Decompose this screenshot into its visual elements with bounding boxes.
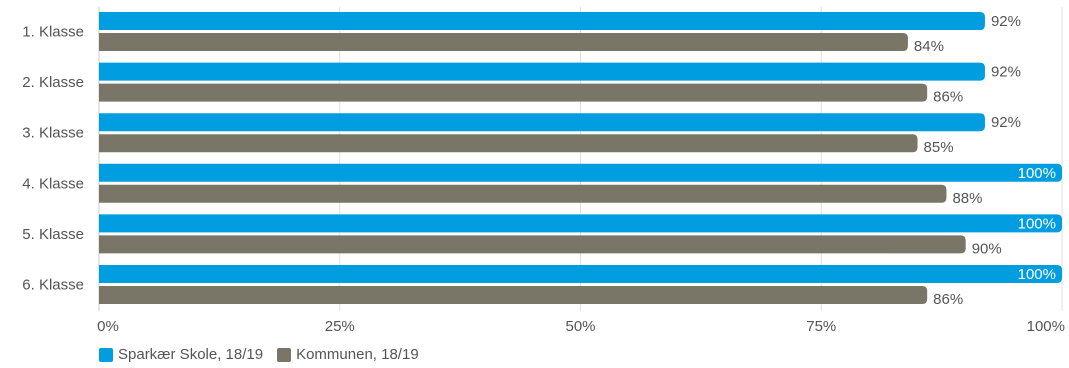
- category-label: 1. Klasse: [22, 24, 84, 41]
- bar-kommunen: [99, 235, 966, 254]
- x-tick-label: 50%: [565, 318, 595, 335]
- bar-kommunen: [99, 33, 908, 51]
- data-label: 90%: [972, 240, 1002, 257]
- bars: [99, 12, 1062, 304]
- category-label: 2. Klasse: [22, 74, 84, 91]
- data-label: 92%: [991, 64, 1021, 81]
- x-tick-label: 75%: [806, 318, 836, 335]
- bar-sparkaer: [99, 163, 1062, 182]
- bar-sparkaer: [99, 113, 985, 132]
- data-label: 100%: [1018, 165, 1056, 182]
- bar-sparkaer: [99, 214, 1062, 233]
- data-label: 86%: [933, 291, 963, 308]
- x-tick-label: 0%: [97, 318, 119, 335]
- grid-lines: [98, 7, 1063, 311]
- x-tick-label: 25%: [325, 318, 355, 335]
- labels: 0% 25% 50% 75% 100% 1. Klasse 92% 84% 2. Klasse 9…: [22, 13, 1065, 335]
- category-label: 4. Klasse: [22, 175, 84, 192]
- data-label: 86%: [933, 89, 963, 106]
- data-label: 100%: [1018, 266, 1056, 283]
- legend-item-kommunen[interactable]: Kommunen, 18/19: [277, 346, 419, 363]
- category-label: 5. Klasse: [22, 226, 84, 243]
- legend-item-sparkaer[interactable]: Sparkær Skole, 18/19: [99, 346, 263, 363]
- legend-label-kommunen: Kommunen, 18/19: [296, 346, 419, 363]
- data-label: 88%: [952, 190, 982, 207]
- data-label: 85%: [924, 139, 954, 156]
- legend-label-sparkaer: Sparkær Skole, 18/19: [118, 346, 264, 363]
- bar-sparkaer: [99, 62, 985, 81]
- data-label: 84%: [914, 38, 944, 55]
- data-label: 100%: [1018, 215, 1056, 232]
- bar-chart-svg: 0% 25% 50% 75% 100% 1. Klasse 92% 84% 2. Klasse 9…: [22, 7, 1065, 335]
- bar-kommunen: [99, 134, 918, 153]
- bar-sparkaer: [99, 12, 985, 30]
- category-label: 6. Klasse: [22, 277, 84, 294]
- data-label: 92%: [991, 114, 1021, 131]
- category-label: 3. Klasse: [22, 125, 84, 142]
- legend: Sparkær Skole, 18/19 Kommunen, 18/19: [99, 346, 433, 363]
- bar-sparkaer: [99, 265, 1062, 283]
- legend-swatch-kommunen: [277, 347, 292, 362]
- bar-kommunen: [99, 184, 947, 203]
- bar-kommunen: [99, 286, 928, 304]
- bar-kommunen: [99, 83, 928, 102]
- data-label: 92%: [991, 13, 1021, 30]
- x-tick-label: 100%: [1027, 318, 1065, 335]
- legend-swatch-sparkaer: [99, 347, 113, 362]
